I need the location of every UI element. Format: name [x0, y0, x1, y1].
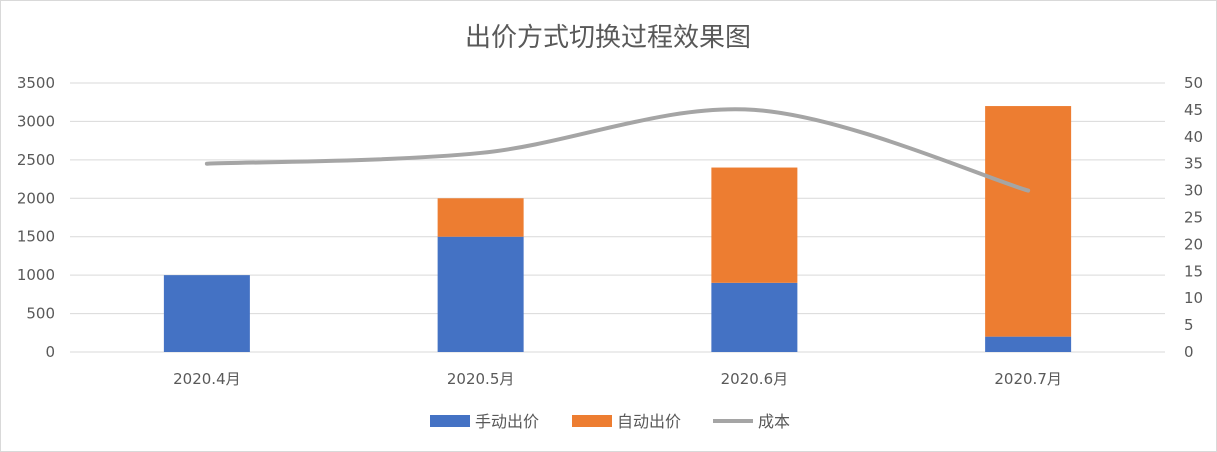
- x-axis-ticks: 2020.4月 2020.5月 2020.6月 2020.7月: [173, 370, 1062, 388]
- right-axis-tick-label: 5: [1184, 316, 1194, 334]
- right-axis-tick-label: 45: [1184, 101, 1203, 119]
- bar-group: [163, 106, 1072, 352]
- legend-manual-label: 手动出价: [475, 412, 539, 431]
- right-axis-tick-label: 30: [1184, 182, 1203, 200]
- x-axis-tick-label: 2020.7月: [994, 370, 1062, 388]
- x-axis-tick-label: 2020.6月: [721, 370, 789, 388]
- bar-manual: [163, 275, 250, 352]
- line-group: [204, 107, 1031, 193]
- x-axis-tick-label: 2020.4月: [173, 370, 241, 388]
- bar-manual: [437, 236, 524, 352]
- legend-manual-swatch: [430, 415, 470, 427]
- bar-manual: [711, 282, 798, 352]
- legend-auto-label: 自动出价: [617, 412, 681, 431]
- gridlines: [70, 82, 1165, 353]
- right-axis-tick-label: 25: [1184, 209, 1203, 227]
- right-axis-ticks: 0 5 10 15 20 25 30 35 40 45 50: [1184, 74, 1203, 361]
- bar-auto: [711, 167, 798, 283]
- left-axis-tick-label: 0: [45, 343, 55, 361]
- x-axis-tick-label: 2020.5月: [447, 370, 515, 388]
- right-axis-tick-label: 10: [1184, 289, 1203, 307]
- left-axis-tick-label: 500: [26, 305, 55, 323]
- right-axis-tick-label: 50: [1184, 74, 1203, 92]
- left-axis-tick-label: 1500: [17, 228, 55, 246]
- legend: 手动出价 自动出价 成本: [430, 412, 790, 431]
- left-axis-tick-label: 1000: [17, 266, 55, 284]
- right-axis-tick-label: 20: [1184, 235, 1203, 253]
- bar-manual: [985, 336, 1072, 352]
- cost-line: [204, 107, 1031, 193]
- left-axis-tick-label: 2500: [17, 151, 55, 169]
- legend-auto-swatch: [572, 415, 612, 427]
- left-axis-tick-label: 3500: [17, 74, 55, 92]
- left-axis-tick-label: 3000: [17, 112, 55, 130]
- right-axis-tick-label: 0: [1184, 343, 1194, 361]
- bar-auto: [437, 198, 524, 237]
- legend-cost-label: 成本: [758, 412, 790, 431]
- right-axis-tick-label: 40: [1184, 128, 1203, 146]
- right-axis-tick-label: 35: [1184, 155, 1203, 173]
- bar-auto: [985, 106, 1072, 337]
- left-axis-ticks: 0 500 1000 1500 2000 2500 3000 3500: [17, 74, 55, 361]
- left-axis-tick-label: 2000: [17, 189, 55, 207]
- chart-title: 出价方式切换过程效果图: [465, 23, 751, 53]
- right-axis-tick-label: 15: [1184, 262, 1203, 280]
